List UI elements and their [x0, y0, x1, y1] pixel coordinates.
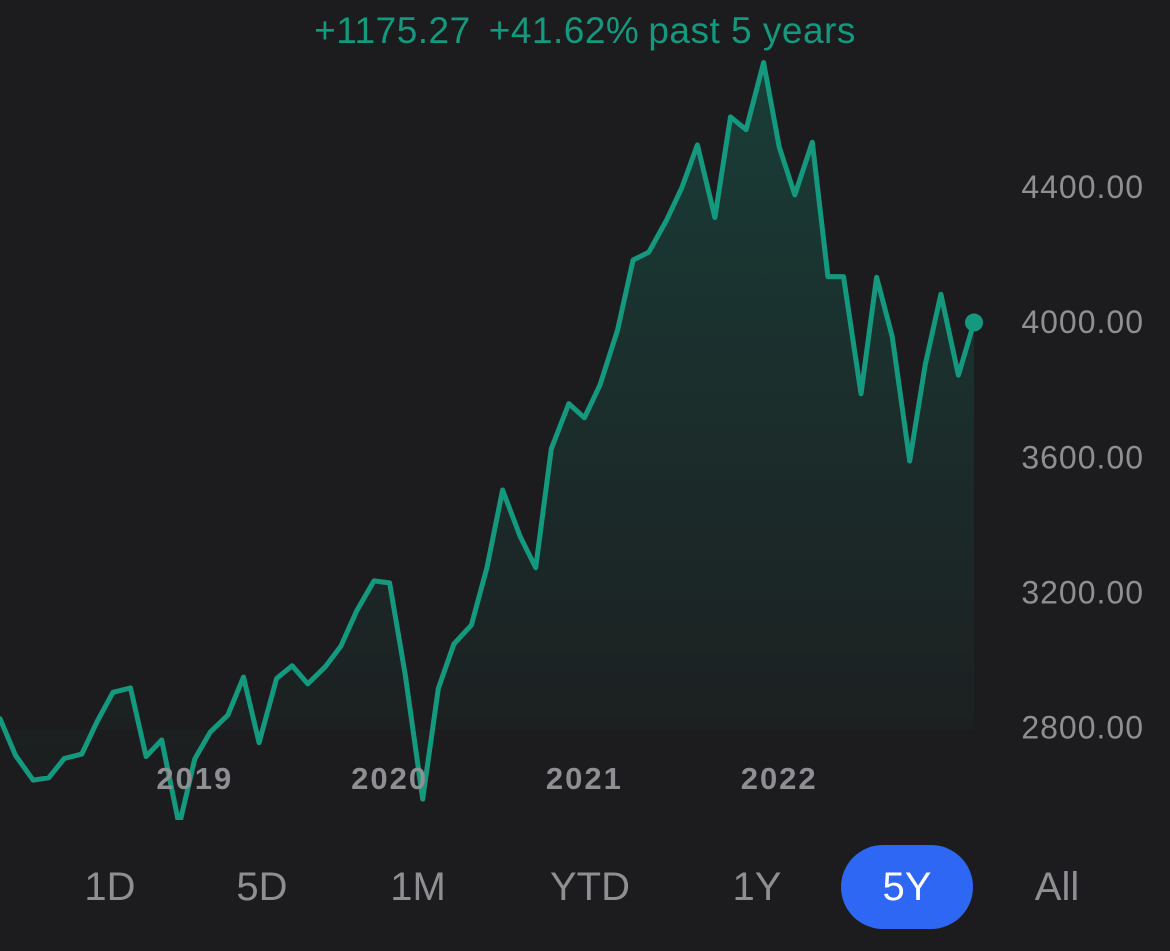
change-percent: +41.62%	[488, 10, 640, 51]
y-tick-label: 3600.00	[1021, 439, 1144, 475]
performance-summary: +1175.27 +41.62% past 5 years	[0, 10, 1170, 52]
y-tick-label: 4400.00	[1021, 169, 1144, 205]
range-button-1y[interactable]: 1Y	[732, 865, 782, 909]
range-button-ytd[interactable]: YTD	[550, 865, 630, 909]
y-axis-labels: 4400.00 4000.00 3600.00 3200.00 2800.00	[1021, 169, 1144, 745]
range-button-5d[interactable]: 5D	[236, 865, 288, 909]
range-button-1m[interactable]: 1M	[390, 865, 446, 909]
price-chart[interactable]: 4400.00 4000.00 3600.00 3200.00 2800.00 2019…	[0, 0, 1170, 820]
x-axis-labels: 2019 2020 2021 2022	[156, 761, 818, 796]
current-price-marker	[965, 313, 983, 332]
price-line	[0, 60, 977, 820]
price-area-fill	[0, 62, 974, 820]
x-tick-label: 2022	[741, 761, 818, 796]
y-tick-label: 2800.00	[1021, 709, 1144, 745]
x-tick-label: 2019	[156, 761, 233, 796]
y-tick-label: 4000.00	[1021, 304, 1144, 340]
change-value: +1175.27	[314, 10, 471, 51]
x-tick-label: 2020	[351, 761, 428, 796]
y-tick-label: 3200.00	[1021, 574, 1144, 610]
range-button-all[interactable]: All	[1034, 865, 1080, 909]
range-button-5y[interactable]: 5Y	[841, 845, 973, 929]
x-tick-label: 2021	[546, 761, 623, 796]
time-range-selector: 1D 5D 1M YTD 1Y 5Y All	[0, 845, 1170, 929]
period-label: past 5 years	[648, 10, 856, 51]
range-button-1d[interactable]: 1D	[84, 865, 136, 909]
